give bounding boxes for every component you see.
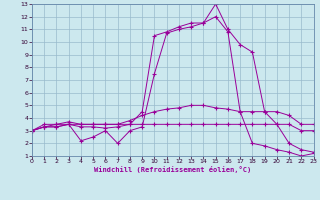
- X-axis label: Windchill (Refroidissement éolien,°C): Windchill (Refroidissement éolien,°C): [94, 166, 252, 173]
